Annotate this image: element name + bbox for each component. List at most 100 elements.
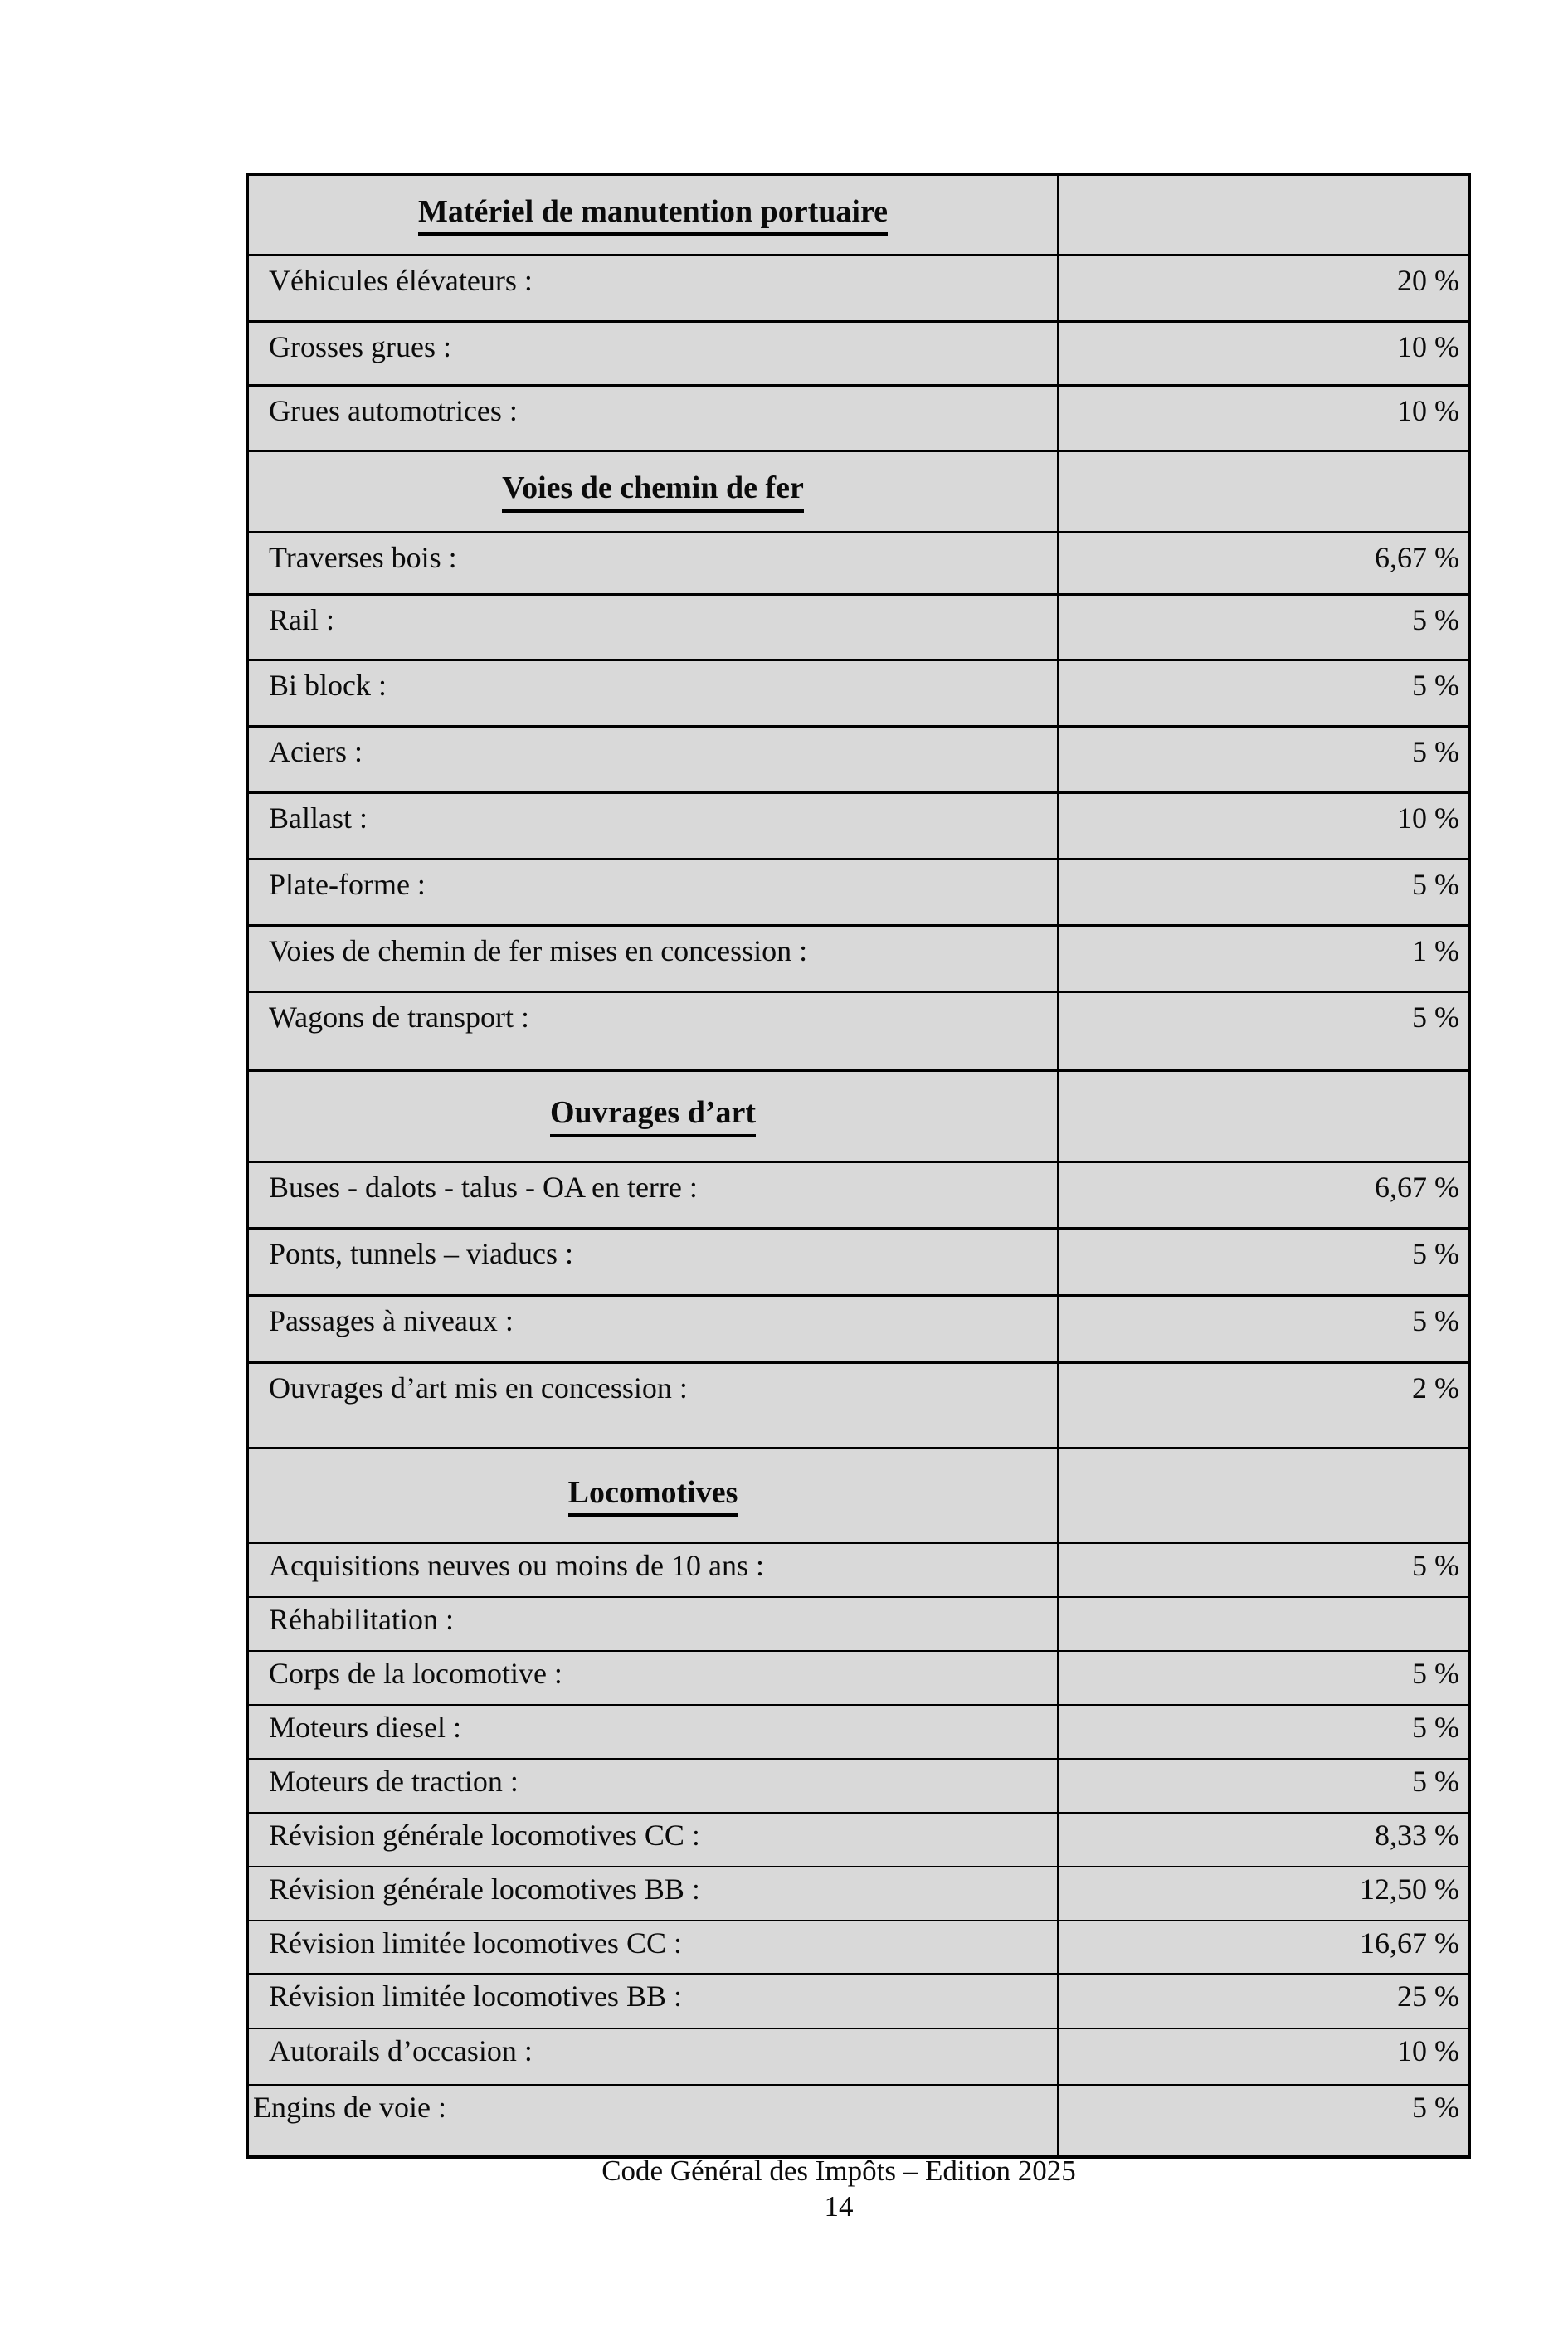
value-cell	[1057, 452, 1468, 531]
row-value: 5 %	[1412, 1657, 1459, 1690]
depreciation-rate-table: Matériel de manutention portuaire Véhicul…	[246, 173, 1471, 2159]
row-label: Révision générale locomotives CC :	[269, 1819, 700, 1852]
row-label: Plate-forme :	[269, 868, 426, 901]
label-cell: Corps de la locomotive :	[249, 1652, 1057, 1704]
row-value: 8,33 %	[1375, 1819, 1459, 1852]
table-row: Acquisitions neuves ou moins de 10 ans :…	[249, 1542, 1468, 1596]
table-row: Ponts, tunnels – viaducs : 5 %	[249, 1227, 1468, 1294]
row-value: 5 %	[1412, 1711, 1459, 1744]
row-value: 6,67 %	[1375, 1171, 1459, 1204]
label-cell: Ouvrages d’art mis en concession :	[249, 1364, 1057, 1447]
row-value: 5 %	[1412, 1765, 1459, 1798]
row-value: 10 %	[1397, 2034, 1459, 2067]
row-value: 1 %	[1412, 934, 1459, 967]
label-cell: Passages à niveaux :	[249, 1297, 1057, 1361]
row-label: Wagons de transport :	[269, 1001, 530, 1034]
value-cell: 12,50 %	[1057, 1867, 1468, 1920]
label-cell: Moteurs diesel :	[249, 1706, 1057, 1758]
value-cell: 5 %	[1057, 596, 1468, 659]
row-label: Acquisitions neuves ou moins de 10 ans :	[269, 1549, 764, 1582]
section-title: Voies de chemin de fer	[502, 470, 804, 513]
table-row: Passages à niveaux : 5 %	[249, 1294, 1468, 1361]
value-cell: 5 %	[1057, 860, 1468, 924]
label-cell: Ballast :	[249, 794, 1057, 858]
row-label: Voies de chemin de fer mises en concessi…	[269, 934, 808, 967]
value-cell: 5 %	[1057, 1297, 1468, 1361]
table-row: Révision limitée locomotives BB : 25 %	[249, 1973, 1468, 2028]
section-title: Ouvrages d’art	[549, 1095, 757, 1137]
value-cell: 20 %	[1057, 256, 1468, 320]
row-label: Corps de la locomotive :	[269, 1657, 562, 1690]
row-label: Bi block :	[269, 669, 387, 702]
table-row: Rail : 5 %	[249, 593, 1468, 659]
page-number: 14	[824, 2189, 854, 2223]
row-label: Rail :	[269, 603, 334, 636]
value-cell: 10 %	[1057, 387, 1468, 450]
label-cell: Révision générale locomotives CC :	[249, 1814, 1057, 1866]
label-cell: Véhicules élévateurs :	[249, 256, 1057, 320]
row-label: Passages à niveaux :	[269, 1304, 514, 1337]
row-label: Aciers :	[269, 735, 363, 768]
row-label: Grosses grues :	[269, 330, 451, 363]
row-value: 5 %	[1412, 735, 1459, 768]
row-value: 16,67 %	[1360, 1926, 1459, 1960]
row-label: Moteurs de traction :	[269, 1765, 519, 1798]
label-cell: Voies de chemin de fer mises en concessi…	[249, 927, 1057, 991]
table-row: Ballast : 10 %	[249, 791, 1468, 858]
section-cell: Ouvrages d’art	[249, 1072, 1057, 1161]
row-value: 5 %	[1412, 1304, 1459, 1337]
value-cell	[1057, 176, 1468, 254]
table-row: Moteurs diesel : 5 %	[249, 1704, 1468, 1758]
label-cell: Ponts, tunnels – viaducs :	[249, 1230, 1057, 1294]
value-cell: 8,33 %	[1057, 1814, 1468, 1866]
value-cell: 5 %	[1057, 1760, 1468, 1812]
row-value: 2 %	[1412, 1371, 1459, 1405]
label-cell: Bi block :	[249, 661, 1057, 725]
row-label: Révision générale locomotives BB :	[269, 1872, 700, 1906]
section-header-row: Matériel de manutention portuaire	[249, 176, 1468, 254]
footer-title: Code Général des Impôts – Edition 2025	[601, 2155, 1076, 2187]
row-label: Véhicules élévateurs :	[269, 264, 533, 297]
value-cell: 2 %	[1057, 1364, 1468, 1447]
row-value: 6,67 %	[1375, 541, 1459, 574]
row-value: 12,50 %	[1360, 1872, 1459, 1906]
table-row: Traverses bois : 6,67 %	[249, 531, 1468, 593]
label-cell: Autorails d’occasion :	[249, 2029, 1057, 2084]
label-cell: Grosses grues :	[249, 323, 1057, 384]
value-cell: 5 %	[1057, 2086, 1468, 2155]
table-row: Autorails d’occasion : 10 %	[249, 2028, 1468, 2084]
row-label: Révision limitée locomotives BB :	[269, 1979, 682, 2013]
section-cell: Locomotives	[249, 1449, 1057, 1542]
table-row: Voies de chemin de fer mises en concessi…	[249, 924, 1468, 991]
table-row: Révision générale locomotives BB : 12,50 …	[249, 1866, 1468, 1920]
label-cell: Acquisitions neuves ou moins de 10 ans :	[249, 1544, 1057, 1596]
table-row: Moteurs de traction : 5 %	[249, 1758, 1468, 1812]
value-cell: 5 %	[1057, 661, 1468, 725]
row-value: 5 %	[1412, 1237, 1459, 1270]
label-cell: Plate-forme :	[249, 860, 1057, 924]
value-cell: 10 %	[1057, 794, 1468, 858]
label-cell: Révision limitée locomotives CC :	[249, 1921, 1057, 1973]
table-row: Bi block : 5 %	[249, 659, 1468, 725]
row-value: 20 %	[1397, 264, 1459, 297]
value-cell: 5 %	[1057, 1706, 1468, 1758]
value-cell	[1057, 1072, 1468, 1161]
row-label: Moteurs diesel :	[269, 1711, 461, 1744]
value-cell: 5 %	[1057, 1230, 1468, 1294]
row-label: Révision limitée locomotives CC :	[269, 1926, 682, 1960]
value-cell	[1057, 1598, 1468, 1650]
row-label: Buses - dalots - talus - OA en terre :	[269, 1171, 698, 1204]
value-cell: 5 %	[1057, 728, 1468, 791]
row-value: 5 %	[1412, 603, 1459, 636]
row-value: 5 %	[1412, 1001, 1459, 1034]
section-cell: Matériel de manutention portuaire	[249, 176, 1057, 254]
row-label: Traverses bois :	[269, 541, 457, 574]
row-value: 25 %	[1397, 1979, 1459, 2013]
section-header-row: Ouvrages d’art	[249, 1069, 1468, 1161]
table-row: Réhabilitation :	[249, 1596, 1468, 1650]
value-cell: 1 %	[1057, 927, 1468, 991]
row-label: Grues automotrices :	[269, 394, 518, 427]
row-label: Réhabilitation :	[269, 1603, 454, 1636]
section-cell: Voies de chemin de fer	[249, 452, 1057, 531]
